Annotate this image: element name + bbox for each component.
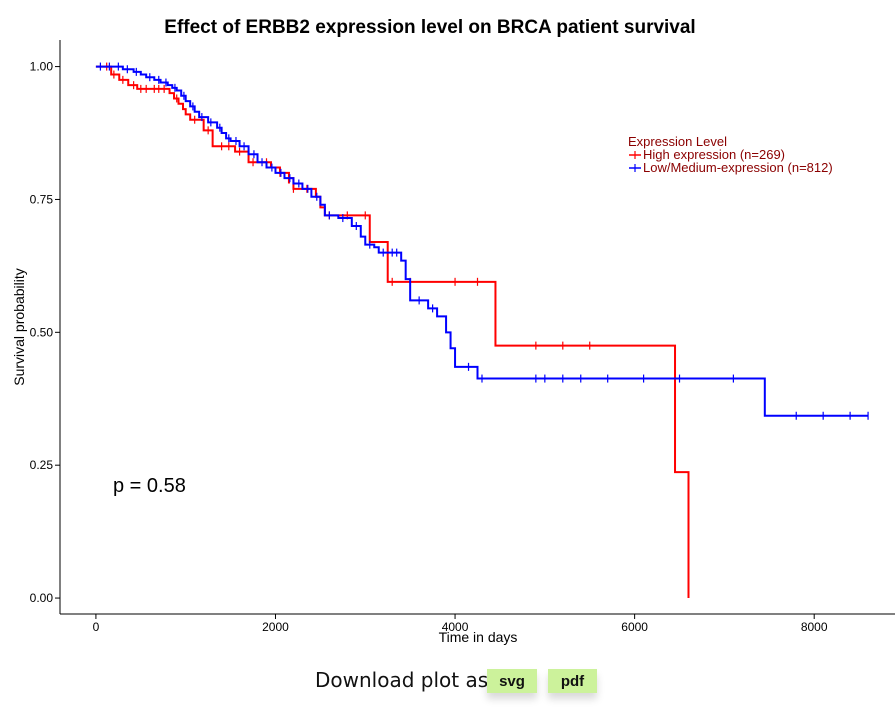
y-axis-label: Survival probability xyxy=(11,268,27,386)
survival-curve-low-medium-expression xyxy=(95,65,869,417)
axes xyxy=(59,40,895,615)
legend-item-high: High expression (n=269) xyxy=(629,147,785,162)
series-high-expression xyxy=(95,62,690,599)
x-tick-label: 2000 xyxy=(262,620,289,634)
legend: Expression Level High expression (n=269)… xyxy=(628,134,833,175)
legend-title: Expression Level xyxy=(628,134,727,149)
legend-label-high: High expression (n=269) xyxy=(643,147,785,162)
y-tick-label: 0.00 xyxy=(30,591,54,605)
x-axis-label: Time in days xyxy=(439,629,518,645)
y-tick-label: 0.50 xyxy=(30,325,54,339)
y-tick-label: 1.00 xyxy=(30,60,54,74)
download-label: Download plot as xyxy=(315,668,489,692)
x-tick-label: 6000 xyxy=(621,620,648,634)
x-tick-label: 4000 xyxy=(442,620,469,634)
x-tick-label: 8000 xyxy=(801,620,828,634)
survival-chart: Effect of ERBB2 expression level on BRCA… xyxy=(11,17,895,645)
p-value-annotation: p = 0.58 xyxy=(113,475,186,497)
chart-title: Effect of ERBB2 expression level on BRCA… xyxy=(164,17,695,38)
series-layer xyxy=(95,62,869,599)
survival-curve-high-expression xyxy=(95,65,690,599)
download-svg-button[interactable]: svg xyxy=(487,669,537,693)
x-tick-label: 0 xyxy=(93,620,100,634)
legend-label-low: Low/Medium-expression (n=812) xyxy=(643,160,833,175)
y-tick-label: 0.25 xyxy=(30,458,54,472)
series-low-medium-expression xyxy=(95,62,869,420)
download-bar: Download plot as svg pdf xyxy=(0,662,895,698)
legend-item-low: Low/Medium-expression (n=812) xyxy=(629,160,833,175)
tick-layer: 0 2000 4000 6000 8000 0.00 0.25 0.50 0.75 1.00 xyxy=(30,60,828,634)
y-tick-label: 0.75 xyxy=(30,192,54,206)
download-pdf-button[interactable]: pdf xyxy=(548,669,597,693)
